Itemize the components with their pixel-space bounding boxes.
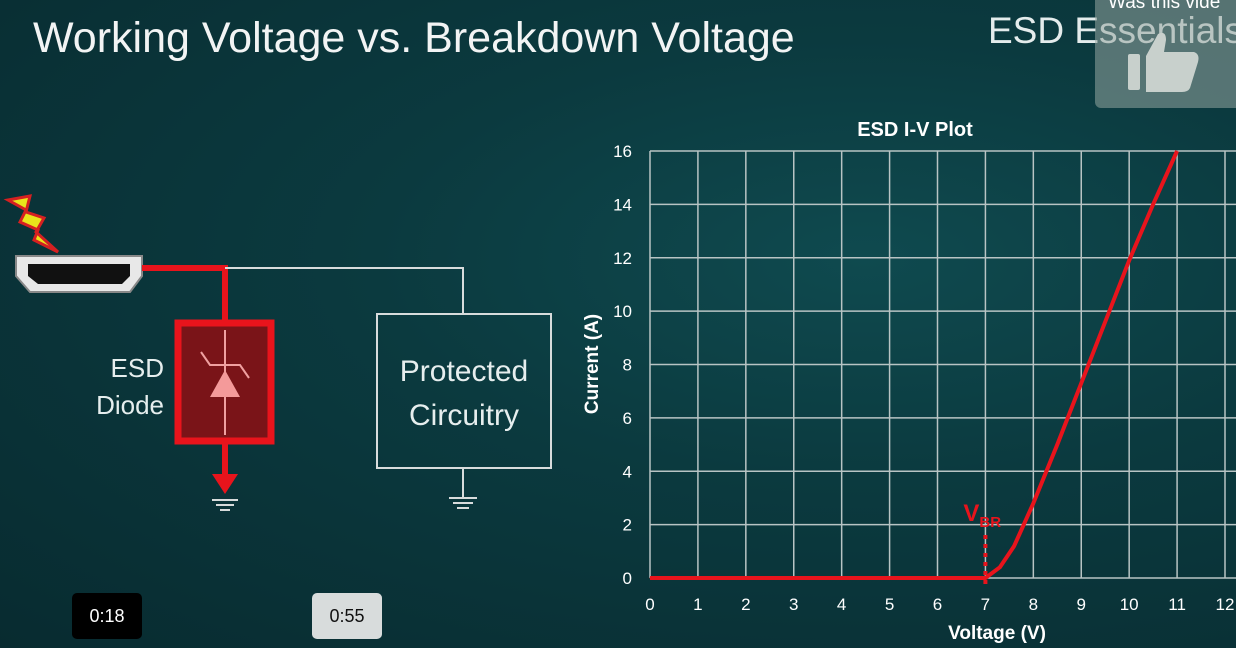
duration-badge: 0:55 xyxy=(312,593,382,639)
x-tick-label: 8 xyxy=(1029,595,1038,614)
x-tick-label: 7 xyxy=(981,595,990,614)
y-tick-label: 14 xyxy=(613,195,632,214)
iv-data-point xyxy=(984,577,986,579)
y-tick-label: 10 xyxy=(613,302,632,321)
iv-data-point xyxy=(1176,150,1178,152)
vbr-label: VBR xyxy=(963,500,1001,531)
x-tick-label: 11 xyxy=(1168,595,1186,614)
ground-icon xyxy=(212,499,238,511)
diode-label-line1: ESD xyxy=(110,353,164,383)
protected-label-line1: Protected xyxy=(399,355,529,388)
x-tick-label: 3 xyxy=(789,595,798,614)
iv-data-point xyxy=(1080,382,1082,384)
slide-title: Working Voltage vs. Breakdown Voltage xyxy=(33,14,795,62)
x-tick-label: 12 xyxy=(1216,595,1235,614)
thumbs-up-icon[interactable] xyxy=(1128,30,1200,94)
lightning-bolt-icon xyxy=(3,194,60,254)
y-tick-label: 6 xyxy=(623,409,632,428)
x-axis-label: Voltage (V) xyxy=(948,623,1046,644)
ground-icon xyxy=(449,497,477,509)
iv-data-point xyxy=(1104,321,1106,323)
iv-data-point xyxy=(999,566,1001,568)
y-axis-label: Current (A) xyxy=(582,314,603,414)
iv-data-point xyxy=(1128,259,1130,261)
y-tick-label: 0 xyxy=(623,569,632,588)
y-tick-label: 12 xyxy=(613,249,632,268)
x-tick-label: 2 xyxy=(741,595,750,614)
x-tick-label: 0 xyxy=(645,595,654,614)
tvs-diode-icon xyxy=(174,319,275,445)
x-tick-label: 4 xyxy=(837,595,846,614)
iv-data-point xyxy=(937,577,938,579)
protected-label: Protected Circuitry xyxy=(377,350,551,438)
iv-data-point xyxy=(1013,545,1015,547)
chart-title: ESD I-V Plot xyxy=(857,119,973,141)
x-tick-label: 9 xyxy=(1077,595,1086,614)
iv-data-point xyxy=(1056,444,1058,446)
x-tick-label: 1 xyxy=(693,595,702,614)
y-tick-label: 8 xyxy=(623,356,632,375)
diode-label-line2: Diode xyxy=(96,390,164,420)
iv-data-point xyxy=(1152,203,1154,205)
x-tick-label: 6 xyxy=(933,595,942,614)
diode-label: ESD Diode xyxy=(80,350,164,424)
current-time-badge: 0:18 xyxy=(72,593,142,639)
x-tick-label: 10 xyxy=(1120,595,1139,614)
y-tick-label: 4 xyxy=(623,462,632,481)
feedback-prompt: Was this vide xyxy=(1108,0,1221,13)
y-tick-label: 2 xyxy=(623,516,632,535)
iv-data-point xyxy=(649,577,651,579)
x-tick-label: 5 xyxy=(885,595,894,614)
y-tick-label: 16 xyxy=(613,142,632,161)
hdmi-connector-icon xyxy=(15,255,143,293)
iv-data-point xyxy=(1032,502,1034,504)
protected-label-line2: Circuitry xyxy=(409,399,519,432)
iv-curve xyxy=(650,150,1179,580)
